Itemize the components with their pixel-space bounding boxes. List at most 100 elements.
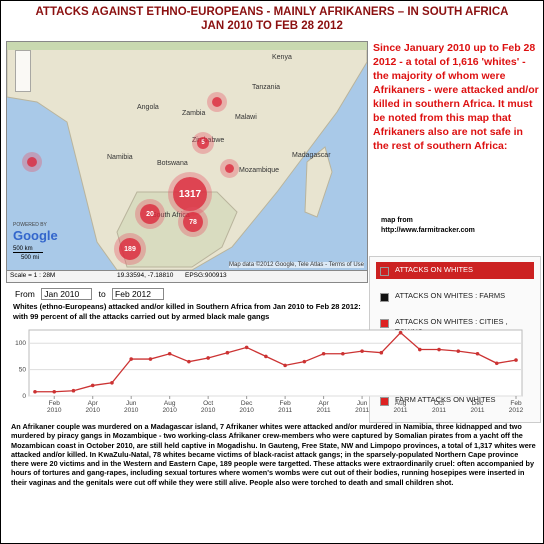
source: map from http://www.farmitracker.com bbox=[381, 216, 475, 236]
data-point bbox=[360, 349, 364, 353]
y-tick-label: 0 bbox=[22, 393, 26, 400]
data-point bbox=[244, 345, 249, 350]
date-range: From Jan 2010 to Feb 2012 bbox=[15, 288, 168, 300]
title-line: ATTACKS AGAINST ETHNO-EUROPEANS - MAINLY… bbox=[35, 6, 509, 18]
country-label: Malawi bbox=[235, 114, 257, 121]
data-point bbox=[514, 358, 518, 362]
x-tick-label: Feb 2011 bbox=[278, 400, 293, 414]
series-line bbox=[35, 331, 517, 393]
y-tick-label: 100 bbox=[15, 340, 26, 347]
powered-by: POWERED BY bbox=[13, 222, 47, 228]
map: Kenya Tanzania Angola Zambia Malawi Zimb… bbox=[6, 41, 368, 271]
country-label: Botswana bbox=[157, 160, 188, 167]
country-label: Angola bbox=[137, 104, 159, 111]
data-point bbox=[264, 354, 268, 359]
x-tick-label: Jun 2011 bbox=[355, 400, 370, 414]
country-label: Namibia bbox=[107, 154, 133, 161]
x-tick-label: Dec 2010 bbox=[239, 400, 254, 414]
data-point bbox=[33, 389, 37, 394]
chart-svg: 0 50 100 bbox=[15, 329, 523, 400]
from-select[interactable]: Jan 2010 bbox=[41, 288, 93, 300]
status-bar: Scale = 1 : 28M 19.33594, -7.18810 EPSG:… bbox=[6, 270, 368, 283]
country-label: Kenya bbox=[272, 54, 292, 61]
data-point bbox=[90, 383, 95, 388]
legend-swatch bbox=[380, 397, 389, 406]
legend-swatch bbox=[380, 293, 389, 302]
data-point bbox=[341, 351, 345, 356]
x-tick-label: Feb 2012 bbox=[508, 400, 524, 414]
country-label: Madagascar bbox=[292, 152, 331, 159]
data-point bbox=[283, 363, 287, 368]
data-point bbox=[398, 330, 403, 335]
status-item: Scale = 1 : 28M bbox=[10, 272, 56, 279]
legend-item[interactable]: ATTACKS ON WHITES bbox=[376, 262, 534, 279]
body-text: An Afrikaner couple was murdered on a Ma… bbox=[11, 422, 536, 487]
source-label: map from bbox=[381, 217, 413, 224]
cluster-marker[interactable] bbox=[225, 164, 234, 173]
status-item: EPSG:900913 bbox=[185, 272, 227, 279]
legend-label: FARM ATTACKS ON WHITES bbox=[395, 395, 496, 404]
map-attribution: Map data ©2012 Google, Tele Atlas - Term… bbox=[229, 262, 364, 268]
data-point bbox=[187, 359, 191, 364]
legend-item[interactable]: FARM ATTACKS ON WHITES bbox=[376, 395, 534, 406]
data-point bbox=[456, 349, 461, 353]
cluster-marker[interactable]: 1317 bbox=[173, 177, 207, 211]
cluster-marker[interactable]: 78 bbox=[183, 212, 203, 232]
chart: 0 50 100 Feb 2010 Apr 2010 Jun 2010 Aug 2010 O… bbox=[7, 326, 532, 421]
data-point bbox=[148, 357, 153, 361]
legend-label: ATTACKS ON WHITES : FARMS bbox=[395, 291, 506, 300]
zoom-control[interactable] bbox=[15, 50, 31, 92]
x-tick-label: Apr 2011 bbox=[316, 400, 331, 414]
cluster-marker[interactable] bbox=[212, 97, 222, 107]
map-land bbox=[7, 42, 367, 270]
chart-caption: Whites (ethno-Europeans) attacked and/or… bbox=[13, 302, 361, 321]
legend-label: ATTACKS ON WHITES bbox=[395, 265, 474, 274]
data-point bbox=[302, 359, 307, 364]
cluster-marker[interactable]: 20 bbox=[140, 204, 160, 224]
title: ATTACKS AGAINST ETHNO-EUROPEANS - MAINLY… bbox=[1, 5, 543, 33]
to-label: to bbox=[98, 289, 106, 299]
data-point bbox=[225, 350, 230, 355]
legend-swatch bbox=[380, 319, 389, 328]
scale-km: 500 km bbox=[13, 246, 43, 253]
data-point bbox=[379, 350, 384, 355]
status-item: 19.33594, -7.18810 bbox=[117, 272, 174, 279]
cluster-marker[interactable]: 5 bbox=[197, 137, 209, 149]
source-url[interactable]: http://www.farmitracker.com bbox=[381, 227, 475, 234]
data-point bbox=[437, 347, 441, 352]
from-label: From bbox=[15, 289, 35, 299]
data-point bbox=[206, 356, 210, 360]
country-label: Zambia bbox=[182, 110, 206, 117]
y-tick-label: 50 bbox=[19, 367, 27, 374]
plot-frame bbox=[28, 329, 523, 397]
data-point bbox=[110, 381, 114, 385]
side-text: Since January 2010 up to Feb 28 2012 - a… bbox=[373, 42, 539, 152]
x-tick-label: Oct 2011 bbox=[432, 400, 447, 414]
x-tick-label: Jun 2010 bbox=[123, 400, 139, 414]
x-tick-label: Feb 2010 bbox=[47, 400, 62, 414]
country-label: Mozambique bbox=[239, 167, 280, 174]
country-label: South Africa bbox=[152, 212, 190, 219]
x-tick-label: Aug 2011 bbox=[393, 400, 408, 414]
x-tick-label: Aug 2010 bbox=[162, 400, 177, 414]
x-tick-label: Dec 2011 bbox=[470, 400, 485, 414]
data-point bbox=[475, 351, 480, 356]
x-tick-label: Oct 2010 bbox=[200, 400, 216, 414]
x-tick-label: Apr 2010 bbox=[85, 400, 100, 414]
data-point bbox=[494, 361, 499, 366]
data-point bbox=[129, 357, 133, 361]
to-select[interactable]: Feb 2012 bbox=[112, 288, 164, 300]
legend-swatch bbox=[380, 267, 389, 276]
cluster-marker[interactable]: 189 bbox=[119, 238, 141, 260]
legend-item[interactable]: ATTACKS ON WHITES : FARMS bbox=[376, 291, 534, 302]
country-label: Tanzania bbox=[252, 84, 281, 91]
title-line: JAN 2010 TO FEB 28 2012 bbox=[201, 20, 343, 32]
data-point bbox=[167, 351, 172, 356]
data-point bbox=[71, 388, 76, 393]
data-point bbox=[52, 389, 57, 394]
data-point bbox=[418, 347, 422, 352]
cluster-marker[interactable] bbox=[27, 157, 37, 167]
google-logo: Google bbox=[13, 228, 58, 243]
data-point bbox=[321, 351, 326, 356]
